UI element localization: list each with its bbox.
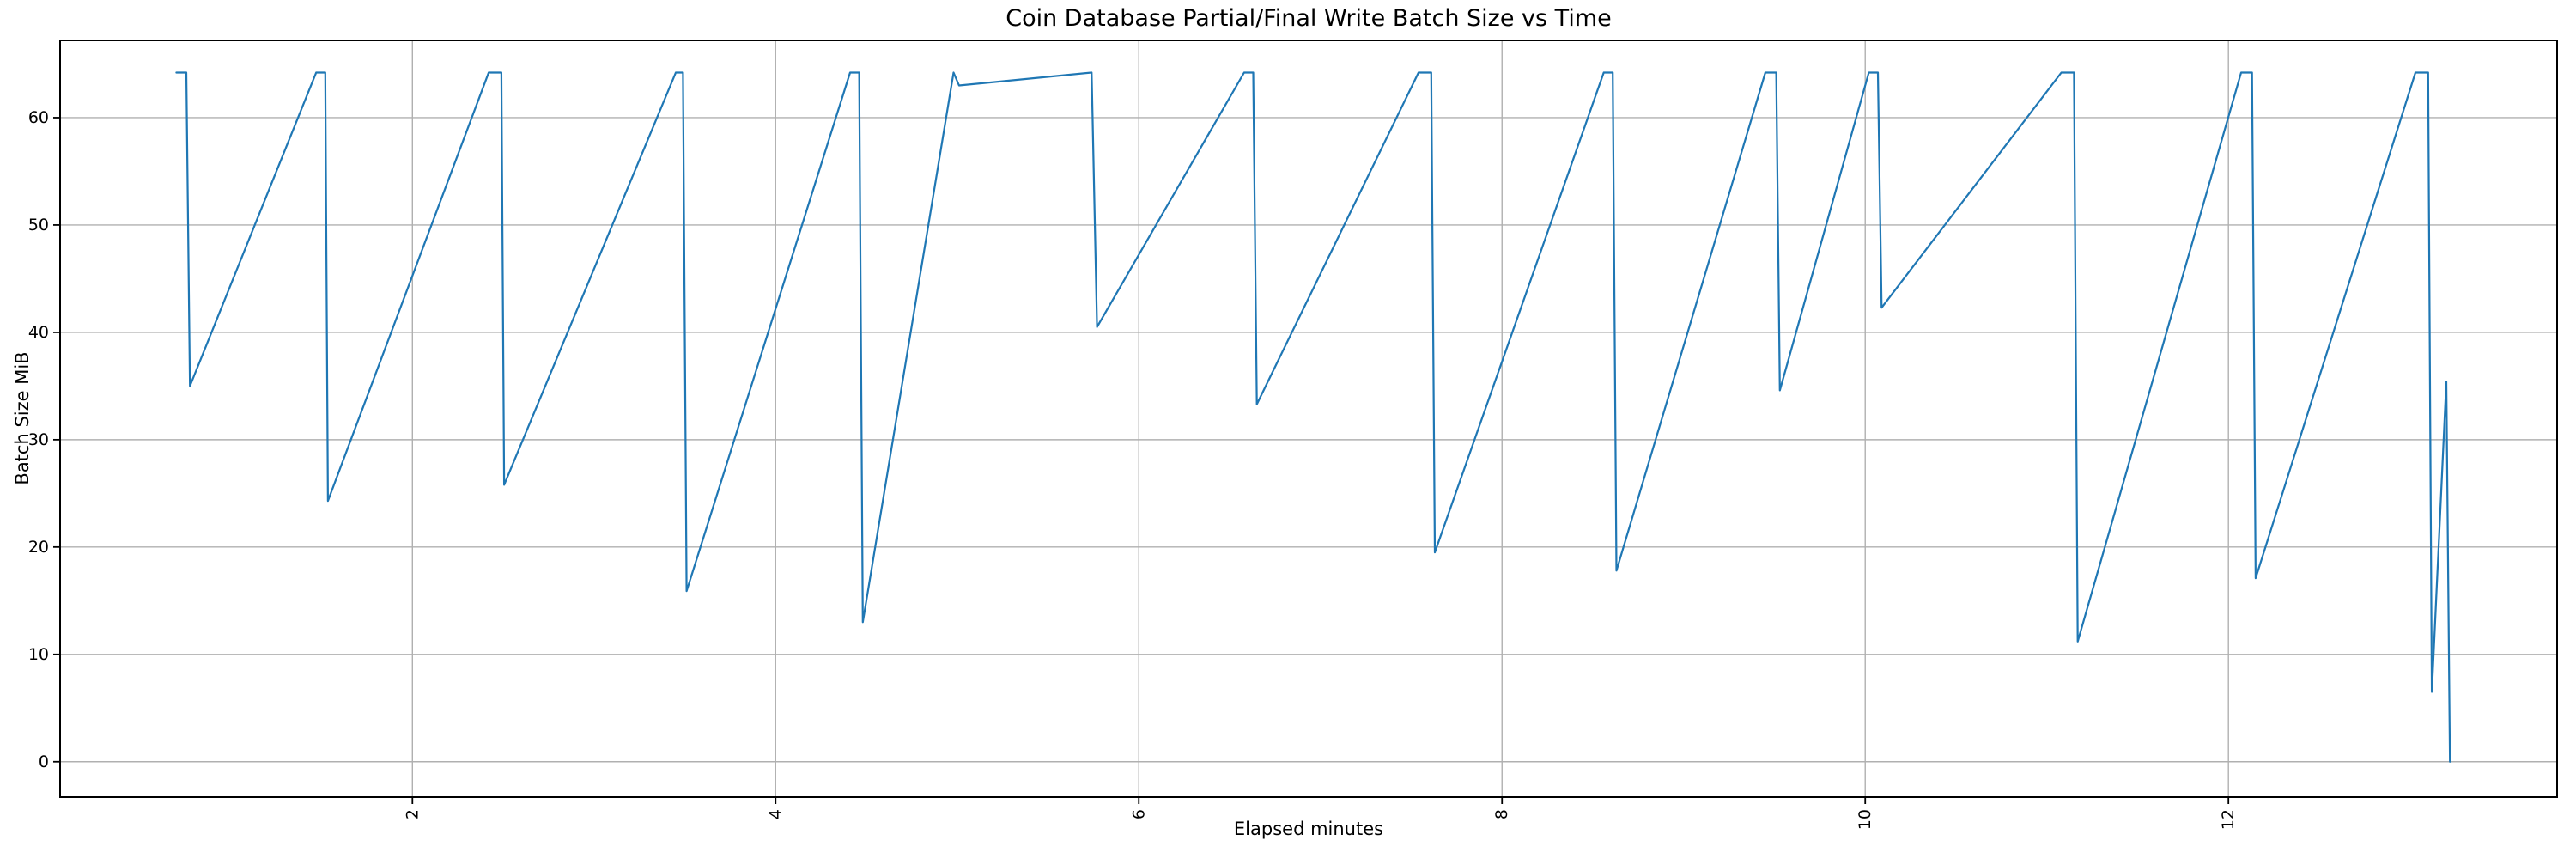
svg-text:2: 2 — [403, 809, 422, 819]
tick-marks — [53, 117, 2230, 804]
x-tick-labels: 2 4 6 8 10 12 — [403, 809, 2238, 830]
y-gridlines — [60, 117, 2557, 763]
axes-spines — [59, 40, 2558, 798]
svg-text:30: 30 — [28, 430, 49, 449]
chart-title: Coin Database Partial/Final Write Batch … — [1005, 5, 1612, 32]
plot-area — [60, 40, 2557, 797]
svg-text:40: 40 — [28, 323, 49, 342]
x-gridlines — [411, 40, 2229, 797]
svg-text:60: 60 — [28, 108, 49, 127]
svg-text:0: 0 — [39, 752, 49, 771]
svg-text:6: 6 — [1129, 809, 1148, 819]
svg-text:50: 50 — [28, 216, 49, 235]
svg-text:10: 10 — [1856, 809, 1874, 830]
x-axis-label: Elapsed minutes — [1233, 819, 1384, 839]
y-axis-label: Batch Size MiB — [12, 351, 33, 485]
svg-text:4: 4 — [766, 809, 785, 819]
svg-text:10: 10 — [28, 645, 49, 664]
svg-text:20: 20 — [28, 538, 49, 557]
series-line-batch-size — [175, 71, 2451, 763]
y-tick-labels: 0 10 20 30 40 50 60 — [28, 108, 49, 771]
svg-text:8: 8 — [1492, 809, 1511, 819]
svg-text:12: 12 — [2219, 809, 2238, 830]
